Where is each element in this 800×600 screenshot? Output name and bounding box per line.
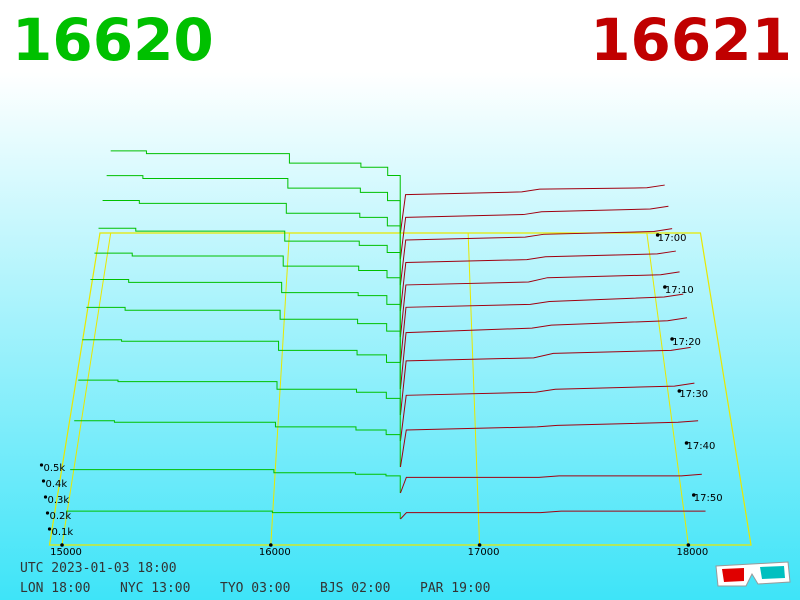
bid-depth-line <box>110 150 401 233</box>
tick-mark <box>41 479 46 483</box>
tick-mark <box>477 543 482 547</box>
clock: LON 18:00 <box>20 581 90 596</box>
best-ask: 16621 <box>590 6 792 74</box>
tick-mark <box>39 463 44 467</box>
x-tick-label: 15000 <box>50 547 82 558</box>
tick-mark <box>43 495 48 499</box>
ask-depth-line <box>399 346 691 416</box>
time-tick-label: 17:40 <box>687 441 716 452</box>
ask-depth-line <box>399 205 669 260</box>
time-tick-label: 17:00 <box>658 233 687 244</box>
floor: 15000 16000 17000 18000 17:00 17:10 17:20 17:30… <box>39 232 752 558</box>
red-lens <box>722 568 744 582</box>
tick-mark <box>45 511 50 515</box>
ask-depth-line <box>399 420 699 468</box>
grid-line <box>467 232 481 546</box>
tick-mark <box>677 389 682 393</box>
grid-line <box>646 232 689 546</box>
ask-depth-line <box>399 250 676 312</box>
tick-mark <box>663 285 667 289</box>
bid-depth-line <box>82 339 401 415</box>
volume-tick-label: 0.3k <box>48 495 70 506</box>
bid-depth-line <box>98 227 401 311</box>
ask-depth-line <box>400 510 706 520</box>
tick-mark <box>670 337 674 341</box>
tick-mark <box>655 233 660 237</box>
utc-time: UTC 2023-01-03 18:00 <box>20 561 177 576</box>
tick-mark <box>269 543 273 547</box>
bid-depth-line <box>78 379 401 441</box>
cyan-lens <box>760 566 785 579</box>
volume-tick-label: 0.2k <box>50 511 72 522</box>
clock: BJS 02:00 <box>320 581 390 596</box>
ask-depth-line <box>399 293 684 364</box>
time-tick-label: 17:20 <box>672 337 701 348</box>
volume-tick-label: 0.5k <box>44 463 66 474</box>
x-tick-label: 17000 <box>468 547 500 558</box>
bid-depth-line <box>74 420 401 467</box>
ask-depth-line <box>399 271 680 338</box>
bid-depth-line <box>86 306 401 389</box>
clock: TYO 03:00 <box>220 581 290 596</box>
time-tick-label: 17:10 <box>665 285 694 296</box>
ask-depth-line <box>399 228 673 286</box>
clock: NYC 13:00 <box>120 581 190 596</box>
bid-depth-line <box>90 278 401 363</box>
bid-depth-line <box>70 469 401 493</box>
tick-mark <box>60 543 64 547</box>
clock: PAR 19:00 <box>420 581 490 596</box>
ask-depth-line <box>399 382 695 442</box>
grid-line <box>61 232 112 546</box>
tick-mark <box>686 543 691 547</box>
tick-mark <box>691 493 696 497</box>
ask-depth-line <box>399 184 665 234</box>
best-bid: 16620 <box>12 6 214 74</box>
ask-depth-line <box>399 473 702 494</box>
bid-depth-line <box>102 200 401 285</box>
bid-depth-line <box>106 175 401 259</box>
time-tick-label: 17:30 <box>679 389 708 400</box>
floor-outline <box>48 232 752 546</box>
3d-glasses-icon[interactable] <box>715 561 791 587</box>
ask-depth-line <box>399 317 688 390</box>
bid-depth-line <box>94 252 401 337</box>
x-tick-label: 18000 <box>676 547 708 558</box>
volume-tick-label: 0.4k <box>46 479 68 490</box>
plot <box>66 150 706 520</box>
tick-mark <box>684 441 689 445</box>
time-tick-label: 17:50 <box>694 493 723 504</box>
tick-mark <box>47 527 52 531</box>
bid-depth-line <box>66 510 401 519</box>
volume-tick-label: 0.1k <box>52 527 74 538</box>
x-tick-label: 16000 <box>259 547 291 558</box>
